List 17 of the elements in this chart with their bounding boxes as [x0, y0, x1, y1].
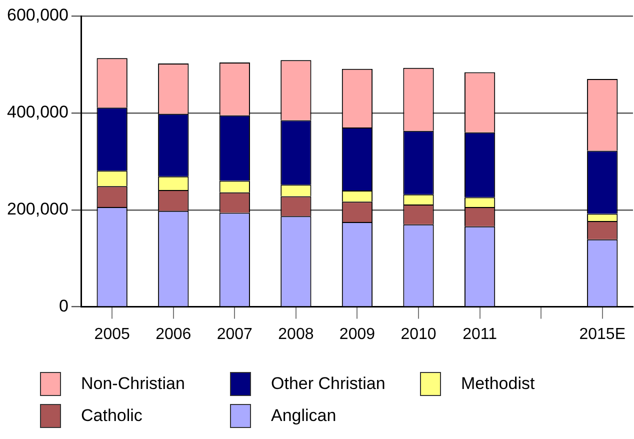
x-tick-label: 2011	[462, 326, 498, 343]
x-tick-label: 2005	[94, 326, 130, 343]
y-tick-label: 600,000	[7, 6, 68, 25]
legend-label: Other Christian	[271, 374, 386, 394]
legend-label: Catholic	[81, 406, 142, 426]
y-tick-label: 0	[58, 296, 68, 316]
legend-label: Methodist	[461, 374, 535, 394]
x-tick-label: 2008	[278, 326, 314, 343]
legend-label: Anglican	[271, 406, 336, 426]
x-tick-label: 2009	[339, 326, 376, 343]
x-tick-label: 2010	[400, 326, 436, 343]
x-tick-label: 2015E	[579, 326, 626, 343]
x-tick-label: 2007	[216, 326, 253, 343]
y-tick-label: 400,000	[7, 102, 68, 122]
y-tick-label: 200,000	[7, 200, 68, 219]
x-tick-label: 2006	[156, 326, 192, 343]
legend-label: Non-Christian	[81, 374, 185, 394]
